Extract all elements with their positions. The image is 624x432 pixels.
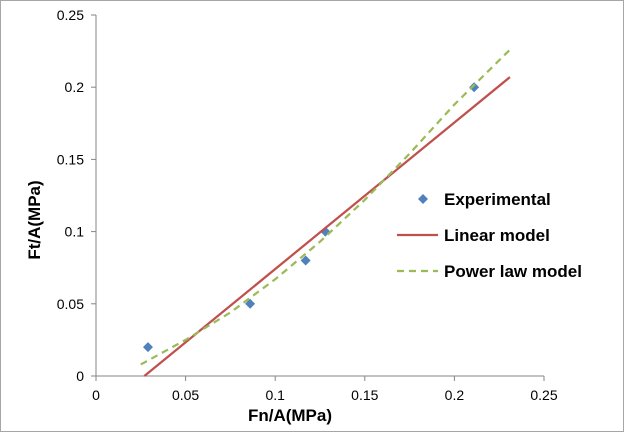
y-axis-title: Ft/A(MPa) <box>25 180 44 259</box>
data-point-experimental <box>469 82 480 93</box>
y-tick-label: 0.05 <box>57 296 84 312</box>
x-tick-label: 0.15 <box>351 387 378 403</box>
legend-label: Linear model <box>444 226 550 245</box>
linear-model-line <box>143 76 511 377</box>
data-point-experimental <box>300 255 311 266</box>
legend-item-power-law: Power law model <box>397 262 582 281</box>
legend-marker-diamond <box>418 194 428 204</box>
x-tick-label: 0 <box>92 387 100 403</box>
x-tick-label: 0.25 <box>530 387 557 403</box>
y-tick-label: 0.25 <box>57 7 84 23</box>
y-tick-label: 0.2 <box>65 79 85 95</box>
y-tick-label: 0 <box>76 368 84 384</box>
x-axis-title: Fn/A(MPa) <box>248 406 332 425</box>
axes: 0 0.05 0.1 0.15 0.2 0.25 0 0.05 0.1 0.15 0.2 0.25 <box>57 7 558 403</box>
x-tick-label: 0.05 <box>172 387 199 403</box>
x-tick-label: 0.2 <box>445 387 465 403</box>
legend-item-linear: Linear model <box>397 226 550 245</box>
legend-label: Power law model <box>444 262 582 281</box>
y-tick-label: 0.1 <box>65 224 85 240</box>
data-point-experimental <box>245 298 256 309</box>
data-point-experimental <box>142 342 153 353</box>
y-tick-label: 0.15 <box>57 151 84 167</box>
legend: Experimental Linear model Power law model <box>397 190 582 281</box>
legend-item-experimental: Experimental <box>418 190 551 209</box>
x-tick-label: 0.1 <box>265 387 285 403</box>
power-law-model-line <box>140 48 511 366</box>
series-layer <box>140 48 511 377</box>
legend-label: Experimental <box>444 190 551 209</box>
